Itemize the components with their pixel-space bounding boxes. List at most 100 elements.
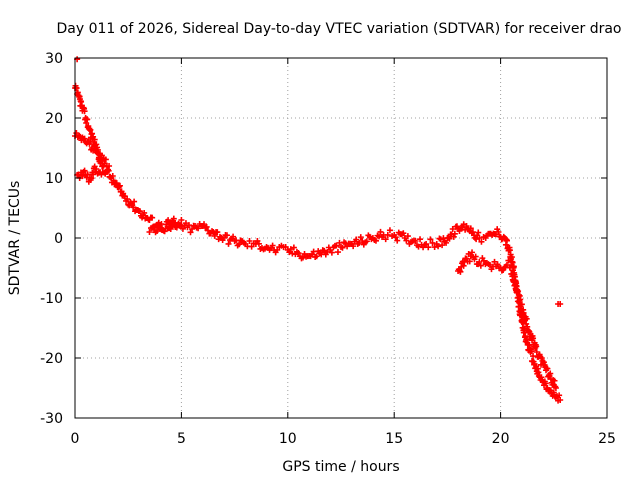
data-point — [146, 229, 153, 235]
data-point — [178, 217, 185, 223]
trace-marker — [84, 116, 91, 123]
trace-marker — [469, 249, 476, 256]
trace-marker — [512, 278, 519, 285]
data-point — [508, 262, 515, 268]
trace-marker — [313, 253, 320, 260]
x-tick-label: 0 — [71, 431, 80, 447]
trace-marker — [451, 230, 458, 237]
data-point — [476, 235, 483, 241]
x-tick-label: 10 — [279, 431, 297, 447]
trace-marker — [102, 156, 109, 163]
trace-marker — [101, 160, 108, 167]
trace-marker — [377, 228, 384, 235]
x-tick-label: 25 — [598, 431, 616, 447]
data-point — [76, 133, 83, 139]
trace-marker — [435, 243, 442, 250]
trace-marker — [404, 233, 411, 240]
trace-marker — [255, 240, 262, 247]
trace-marker — [353, 236, 360, 243]
x-tick-label: 15 — [385, 431, 403, 447]
data-point — [167, 226, 174, 232]
trace-marker — [81, 167, 88, 174]
trace-marker — [158, 221, 165, 228]
trace-marker — [472, 253, 479, 260]
series-branch — [72, 130, 113, 173]
trace-marker — [162, 225, 169, 232]
trace-marker — [544, 365, 551, 372]
trace-marker — [136, 208, 143, 215]
trace-marker — [94, 150, 101, 157]
trace-marker — [556, 392, 563, 399]
trace-marker — [357, 234, 364, 241]
data-point — [495, 229, 502, 235]
trace-marker — [170, 215, 177, 222]
trace-marker — [429, 239, 436, 246]
trace-marker — [287, 246, 294, 253]
data-point — [476, 259, 483, 265]
data-point — [557, 301, 564, 307]
trace-marker — [248, 243, 255, 250]
trace-marker — [236, 241, 243, 248]
trace-marker — [73, 130, 80, 137]
x-tick-label: 20 — [492, 431, 510, 447]
trace-marker — [203, 223, 210, 230]
trace-marker — [195, 225, 202, 232]
data-point — [93, 166, 100, 172]
trace-marker — [400, 230, 407, 237]
trace-marker — [542, 380, 549, 387]
trace-marker — [282, 243, 289, 250]
trace-marker — [91, 136, 98, 143]
trace-marker — [425, 244, 432, 251]
trace-marker — [81, 108, 88, 115]
series-dip-branch — [146, 215, 185, 236]
y-tick-label: -20 — [40, 351, 63, 367]
trace-marker — [356, 239, 363, 246]
trace-marker — [551, 377, 558, 384]
y-tick-label: 30 — [45, 51, 63, 67]
trace-marker — [141, 209, 148, 216]
data-point — [463, 223, 470, 229]
trace-marker — [350, 243, 357, 250]
trace-marker — [176, 221, 183, 228]
trace-marker — [467, 225, 474, 232]
trace-marker — [449, 225, 456, 232]
trace-marker — [131, 198, 138, 205]
trace-marker — [94, 144, 101, 151]
trace-marker — [478, 238, 485, 245]
data-point — [189, 226, 196, 232]
trace-marker — [523, 320, 530, 327]
trace-marker — [443, 239, 450, 246]
x-axis-label: GPS time / hours — [282, 459, 399, 475]
trace-marker — [427, 236, 434, 243]
trace-marker — [394, 237, 401, 244]
chart-title: Day 011 of 2026, Sidereal Day-to-day VTE… — [56, 21, 621, 37]
trace-marker — [403, 237, 410, 244]
trace-marker — [154, 227, 161, 234]
trace-marker — [456, 227, 463, 234]
trace-marker — [84, 171, 91, 178]
trace-marker — [446, 235, 453, 242]
trace-marker — [286, 249, 293, 256]
trace-marker — [339, 244, 346, 251]
trace-marker — [333, 242, 340, 249]
trace-marker — [87, 138, 94, 145]
trace-marker — [445, 234, 452, 241]
trace-marker — [518, 301, 525, 308]
series-lower-branch — [74, 163, 106, 185]
y-tick-label: 10 — [45, 171, 63, 187]
data-points — [72, 56, 564, 404]
trace-marker — [372, 237, 379, 244]
trace-marker — [392, 234, 399, 241]
trace-marker — [517, 296, 524, 303]
trace-marker — [450, 233, 457, 240]
trace-marker — [230, 233, 237, 240]
y-tick-label: -10 — [40, 291, 63, 307]
trace-marker — [149, 214, 156, 221]
trace-marker — [214, 229, 221, 236]
axis-ticks: 0 5 10 15 20 25 -30 -20 -10 0 10 20 30 — [40, 51, 616, 447]
trace-marker — [321, 247, 328, 254]
data-point — [423, 241, 430, 247]
series-lower-tail — [508, 270, 559, 391]
trace-marker — [179, 225, 186, 232]
trace-marker — [246, 238, 253, 245]
